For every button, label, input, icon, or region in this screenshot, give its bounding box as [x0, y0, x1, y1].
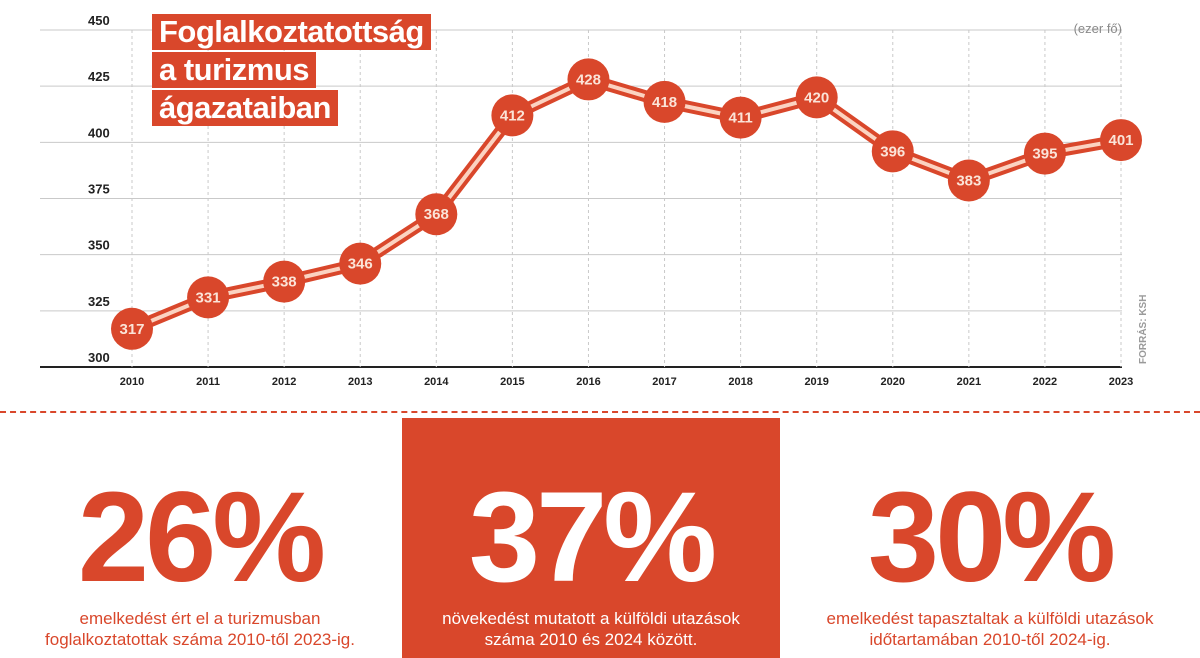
stat-value: 26%	[77, 466, 326, 609]
y-tick-label: 350	[88, 238, 110, 253]
x-axis-tick-labels: 2010 2011 2012 2013 2014 2015 2016 2017 2018 2019…	[120, 376, 1133, 388]
stat-description-line-2: száma 2010 és 2024 között.	[484, 630, 698, 649]
y-tick-label: 425	[88, 69, 110, 84]
stat-description-line-1: emelkedést ért el a turizmusban	[79, 609, 321, 628]
data-label: 395	[1032, 146, 1057, 163]
data-point	[1100, 119, 1142, 162]
y-tick-label: 300	[88, 350, 110, 365]
data-label: 428	[576, 71, 601, 88]
x-tick-label: 2021	[957, 376, 981, 388]
data-point	[643, 80, 686, 123]
y-tick-label: 325	[88, 294, 110, 309]
x-tick-label: 2011	[196, 376, 220, 388]
data-point	[719, 96, 762, 139]
dashed-divider	[0, 411, 1200, 413]
data-label: 346	[348, 256, 373, 273]
x-tick-label: 2017	[652, 376, 676, 388]
stat-block-trips: 37% növekedést mutatott a külföldi utazá…	[402, 418, 780, 658]
title-line-3: ágazataiban	[152, 90, 338, 126]
x-tick-label: 2012	[272, 376, 296, 388]
stat-description-line-2: foglalkoztatottak száma 2010-től 2023-ig…	[45, 630, 355, 649]
data-point	[111, 307, 153, 350]
data-label: 411	[729, 110, 753, 127]
x-tick-label: 2014	[424, 376, 449, 388]
x-tick-label: 2019	[804, 376, 828, 388]
chart-title: Foglalkoztatottság a turizmus ágazataiba…	[152, 14, 431, 128]
data-point	[1023, 132, 1066, 175]
x-tick-label: 2023	[1109, 376, 1133, 388]
stat-value: 37%	[468, 466, 717, 609]
stat-description-line-2: időtartamában 2010-től 2024-ig.	[869, 630, 1111, 649]
x-tick-label: 2022	[1033, 376, 1057, 388]
data-points: 317 331 338 346 368 412 428 418 411 420 396 383 395 4…	[111, 58, 1142, 350]
source-label: FORRÁS: KSH	[1136, 295, 1149, 364]
title-line-2: a turizmus	[152, 52, 317, 88]
data-point	[339, 242, 382, 285]
data-point	[567, 58, 610, 101]
x-tick-label: 2015	[500, 376, 524, 388]
x-tick-label: 2013	[348, 376, 372, 388]
data-point	[871, 130, 914, 173]
x-tick-label: 2016	[576, 376, 600, 388]
stat-description: növekedést mutatott a külföldi utazások …	[402, 608, 780, 650]
x-tick-label: 2010	[120, 376, 144, 388]
data-point	[415, 193, 458, 236]
stat-description-line-1: emelkedést tapasztaltak a külföldi utazá…	[826, 609, 1154, 628]
y-axis-tick-labels: 300 325 350 375 400 425 450	[88, 13, 110, 365]
stat-description: emelkedést tapasztaltak a külföldi utazá…	[800, 608, 1180, 650]
y-tick-label: 400	[88, 125, 110, 140]
stat-description-line-1: növekedést mutatott a külföldi utazások	[442, 609, 740, 628]
stat-description: emelkedést ért el a turizmusban foglalko…	[10, 608, 390, 650]
data-point	[187, 276, 230, 319]
data-label: 383	[956, 173, 981, 190]
data-label: 338	[272, 274, 297, 291]
stat-block-duration: 30% emelkedést tapasztaltak a külföldi u…	[800, 418, 1180, 658]
data-label: 317	[119, 321, 144, 338]
y-tick-label: 375	[88, 182, 110, 197]
data-point	[491, 94, 534, 137]
data-label: 418	[652, 94, 677, 111]
data-point	[263, 260, 306, 303]
data-label: 420	[804, 89, 829, 106]
stat-value: 30%	[867, 466, 1116, 609]
stat-block-employment: 26% emelkedést ért el a turizmusban fogl…	[10, 418, 390, 658]
y-tick-label: 450	[88, 13, 110, 28]
x-tick-label: 2018	[728, 376, 752, 388]
title-line-1: Foglalkoztatottság	[152, 14, 431, 50]
data-label: 412	[500, 107, 525, 124]
data-label: 396	[880, 143, 905, 160]
data-point	[795, 76, 838, 119]
x-tick-label: 2020	[881, 376, 905, 388]
data-label: 368	[424, 206, 449, 223]
data-point	[947, 159, 990, 202]
data-label: 331	[196, 289, 221, 306]
data-label: 401	[1108, 132, 1133, 149]
unit-label: (ezer fő)	[1074, 21, 1122, 36]
